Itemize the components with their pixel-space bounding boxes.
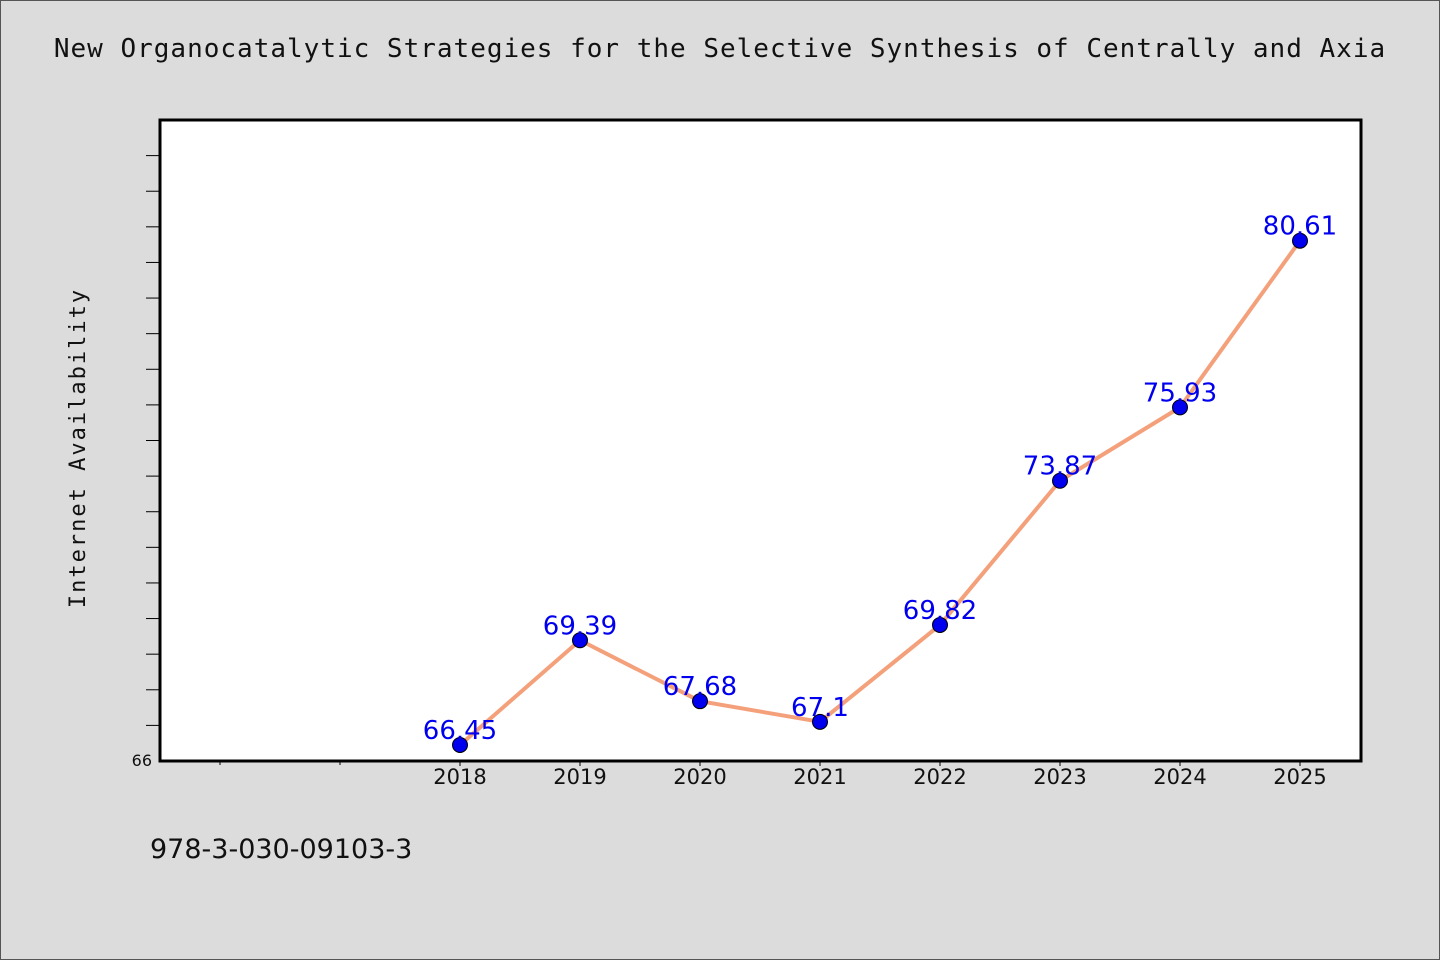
y-tick-label: 66 [132,751,152,770]
series-line [458,238,1302,747]
data-label: 67.1 [791,693,849,723]
data-label: 67.68 [663,672,737,702]
x-tick-label: 2018 [433,765,486,789]
data-label: 69.82 [903,596,977,626]
x-tick-label: 2024 [1153,765,1206,789]
x-tick-label: 2025 [1273,765,1326,789]
y-axis-label: Internet Availability [66,288,91,608]
data-label: 80.61 [1263,212,1337,242]
data-point [452,736,468,753]
x-tick-label: 2021 [793,765,846,789]
data-label: 66.45 [423,716,497,746]
data-label: 69.39 [543,611,617,641]
plot-area [158,118,1363,763]
chart-title: New Organocatalytic Strategies for the S… [53,34,1387,64]
isbn-text: 978-3-030-09103-3 [150,834,413,865]
data-point [1052,472,1068,489]
x-tick-label: 2019 [553,765,606,789]
data-label: 73.87 [1023,452,1097,482]
data-point [932,616,948,633]
data-point [1292,232,1308,249]
data-point [692,693,708,710]
x-tick-label: 2022 [913,765,966,789]
data-label: 75.93 [1143,378,1217,408]
data-point [812,713,828,730]
x-tick-label: 2023 [1033,765,1086,789]
data-point [1172,399,1188,416]
data-point [572,632,588,649]
x-tick-label: 2020 [673,765,726,789]
